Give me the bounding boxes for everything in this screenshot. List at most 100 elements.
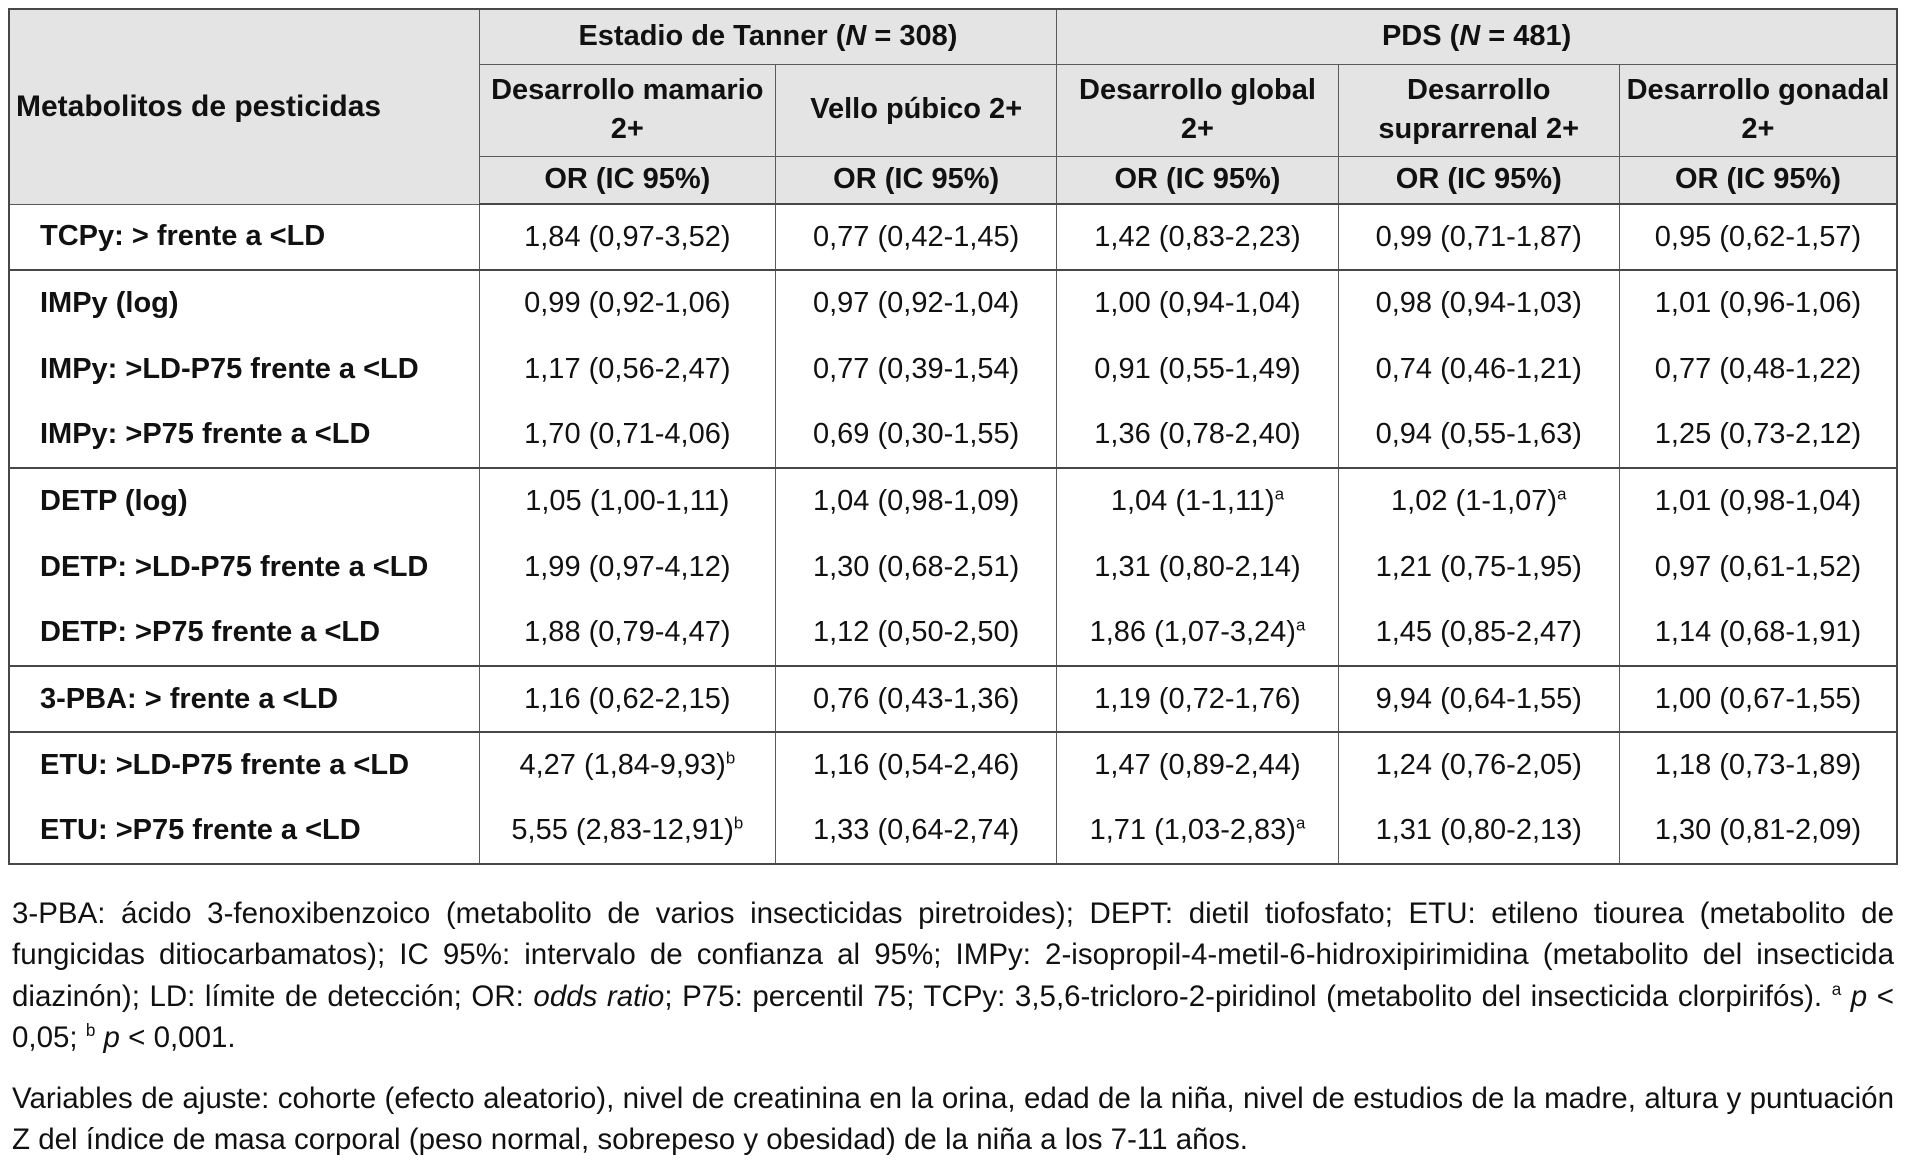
significance-superscript: a <box>1295 813 1306 833</box>
significance-superscript: b <box>725 748 736 768</box>
italic-text: p <box>103 1020 120 1054</box>
or-value-cell: 1,12 (0,50-2,50) <box>775 600 1058 667</box>
sample-size-n: N <box>845 20 867 53</box>
footnote-superscript: a <box>1831 979 1842 999</box>
row-label: ETU: >P75 frente a <LD <box>8 798 480 865</box>
table-row: 3-PBA: > frente a <LD 1,16 (0,62-2,15) 0,7… <box>8 666 1898 733</box>
or-value-cell: 1,24 (0,76-2,05) <box>1337 732 1620 798</box>
or-value-cell: 1,42 (0,83-2,23) <box>1056 204 1339 271</box>
or-value-cell: 1,99 (0,97-4,12) <box>478 534 777 600</box>
or-value-cell: 1,01 (0,98-1,04) <box>1618 468 1898 534</box>
or-value-cell: 0,91 (0,55-1,49) <box>1056 336 1339 402</box>
table-header: Metabolitos de pesticidas Estadio de Tan… <box>8 9 1898 205</box>
or-header: OR (IC 95%) <box>775 156 1058 205</box>
significance-superscript: a <box>1274 484 1285 504</box>
or-value-cell: 0,99 (0,71-1,87) <box>1337 204 1620 271</box>
or-header: OR (IC 95%) <box>1337 156 1620 205</box>
table-row: IMPy: >P75 frente a <LD 1,70 (0,71-4,06) 0… <box>8 402 1898 469</box>
italic-text: odds ratio <box>533 979 665 1013</box>
or-value-cell: 0,74 (0,46-1,21) <box>1337 336 1620 402</box>
table-row: DETP: >P75 frente a <LD 1,88 (0,79-4,47) 1… <box>8 600 1898 667</box>
sample-size-n: N <box>1459 20 1481 53</box>
row-label: IMPy (log) <box>8 270 480 336</box>
row-label-column-header: Metabolitos de pesticidas <box>8 9 480 205</box>
or-header: OR (IC 95%) <box>1618 156 1898 205</box>
or-value-cell: 1,14 (0,68-1,91) <box>1618 600 1898 667</box>
table-row: IMPy: >LD-P75 frente a <LD 1,17 (0,56-2,4… <box>8 336 1898 402</box>
footnotes: 3-PBA: ácido 3-fenoxibenzoico (metabolit… <box>8 893 1898 1161</box>
or-value-cell: 0,97 (0,92-1,04) <box>775 270 1058 336</box>
or-value-cell: 1,31 (0,80-2,14) <box>1056 534 1339 600</box>
or-value-cell: 1,00 (0,67-1,55) <box>1618 666 1898 733</box>
or-value-cell: 1,19 (0,72-1,76) <box>1056 666 1339 733</box>
or-value-cell: 0,95 (0,62-1,57) <box>1618 204 1898 271</box>
or-value-cell: 1,16 (0,54-2,46) <box>775 732 1058 798</box>
tanner-group-header: Estadio de Tanner (N = 308) <box>478 9 1058 65</box>
or-value-cell: 1,02 (1-1,07)a <box>1337 468 1620 534</box>
table-body: TCPy: > frente a <LD 1,84 (0,97-3,52) 0,77… <box>8 204 1898 865</box>
or-value-cell: 1,21 (0,75-1,95) <box>1337 534 1620 600</box>
or-value-cell: 1,88 (0,79-4,47) <box>478 600 777 667</box>
or-value-cell: 1,45 (0,85-2,47) <box>1337 600 1620 667</box>
or-value-cell: 1,71 (1,03-2,83)a <box>1056 798 1339 865</box>
or-value-cell: 1,04 (1-1,11)a <box>1056 468 1339 534</box>
or-value-cell: 1,25 (0,73-2,12) <box>1618 402 1898 469</box>
row-label: IMPy: >P75 frente a <LD <box>8 402 480 469</box>
or-header-row: OR (IC 95%) OR (IC 95%) OR (IC 95%) OR (… <box>9 156 1898 205</box>
or-value-cell: 0,77 (0,48-1,22) <box>1618 336 1898 402</box>
row-label: IMPy: >LD-P75 frente a <LD <box>8 336 480 402</box>
italic-text: p <box>1850 979 1868 1013</box>
or-value-cell: 1,86 (1,07-3,24)a <box>1056 600 1339 667</box>
or-value-cell: 0,97 (0,61-1,52) <box>1618 534 1898 600</box>
or-value-cell: 1,18 (0,73-1,89) <box>1618 732 1898 798</box>
significance-superscript: a <box>1295 615 1306 635</box>
or-value-cell: 1,04 (0,98-1,09) <box>775 468 1058 534</box>
or-value-cell: 0,77 (0,42-1,45) <box>775 204 1058 271</box>
or-value-cell: 0,94 (0,55-1,63) <box>1337 402 1620 469</box>
table-row: ETU: >P75 frente a <LD 5,55 (2,83-12,91)b… <box>8 798 1898 865</box>
table-row: ETU: >LD-P75 frente a <LD 4,27 (1,84-9,93… <box>8 732 1898 798</box>
or-value-cell: 1,36 (0,78-2,40) <box>1056 402 1339 469</box>
column-header-vello-pubico: Vello púbico 2+ <box>775 64 1058 157</box>
column-header-suprarrenal: Desarrollo suprarrenal 2+ <box>1337 64 1620 157</box>
or-value-cell: 4,27 (1,84-9,93)b <box>478 732 777 798</box>
or-value-cell: 1,70 (0,71-4,06) <box>478 402 777 469</box>
row-label: TCPy: > frente a <LD <box>8 204 480 271</box>
results-table: Metabolitos de pesticidas Estadio de Tan… <box>8 8 1898 865</box>
or-value-cell: 0,99 (0,92-1,06) <box>478 270 777 336</box>
or-value-cell: 1,30 (0,68-2,51) <box>775 534 1058 600</box>
pds-group-header: PDS (N = 481) <box>1056 9 1898 65</box>
significance-superscript: b <box>733 813 744 833</box>
or-value-cell: 1,17 (0,56-2,47) <box>478 336 777 402</box>
or-value-cell: 9,94 (0,64-1,55) <box>1337 666 1620 733</box>
or-value-cell: 1,84 (0,97-3,52) <box>478 204 777 271</box>
or-value-cell: 1,30 (0,81-2,09) <box>1618 798 1898 865</box>
or-value-cell: 1,31 (0,80-2,13) <box>1337 798 1620 865</box>
footnote-adjustment: Variables de ajuste: cohorte (efecto ale… <box>12 1082 1894 1157</box>
or-value-cell: 0,69 (0,30-1,55) <box>775 402 1058 469</box>
or-value-cell: 1,33 (0,64-2,74) <box>775 798 1058 865</box>
or-header: OR (IC 95%) <box>1056 156 1339 205</box>
column-header-gonadal: Desarrollo gonadal 2+ <box>1618 64 1898 157</box>
row-label: ETU: >LD-P75 frente a <LD <box>8 732 480 798</box>
or-value-cell: 0,77 (0,39-1,54) <box>775 336 1058 402</box>
column-header-mamario: Desarrollo mamario 2+ <box>478 64 777 157</box>
row-label: 3-PBA: > frente a <LD <box>8 666 480 733</box>
column-header-global: Desarrollo global 2+ <box>1056 64 1339 157</box>
span-header-row: Metabolitos de pesticidas Estadio de Tan… <box>8 9 1898 205</box>
footnote-superscript: b <box>85 1021 96 1041</box>
or-value-cell: 0,76 (0,43-1,36) <box>775 666 1058 733</box>
or-value-cell: 1,16 (0,62-2,15) <box>478 666 777 733</box>
table-row: DETP: >LD-P75 frente a <LD 1,99 (0,97-4,1… <box>8 534 1898 600</box>
footnote-abbreviations: 3-PBA: ácido 3-fenoxibenzoico (metabolit… <box>12 897 1894 1054</box>
or-value-cell: 1,01 (0,96-1,06) <box>1618 270 1898 336</box>
row-label: DETP: >P75 frente a <LD <box>8 600 480 667</box>
or-value-cell: 1,00 (0,94-1,04) <box>1056 270 1339 336</box>
or-header: OR (IC 95%) <box>478 156 777 205</box>
table-row: DETP (log) 1,05 (1,00-1,11) 1,04 (0,98-1,0… <box>8 468 1898 534</box>
table-row: TCPy: > frente a <LD 1,84 (0,97-3,52) 0,77… <box>8 204 1898 271</box>
significance-superscript: a <box>1557 484 1567 504</box>
column-header-row: Desarrollo mamario 2+ Vello púbico 2+ De… <box>9 64 1898 157</box>
row-label: DETP (log) <box>8 468 480 534</box>
